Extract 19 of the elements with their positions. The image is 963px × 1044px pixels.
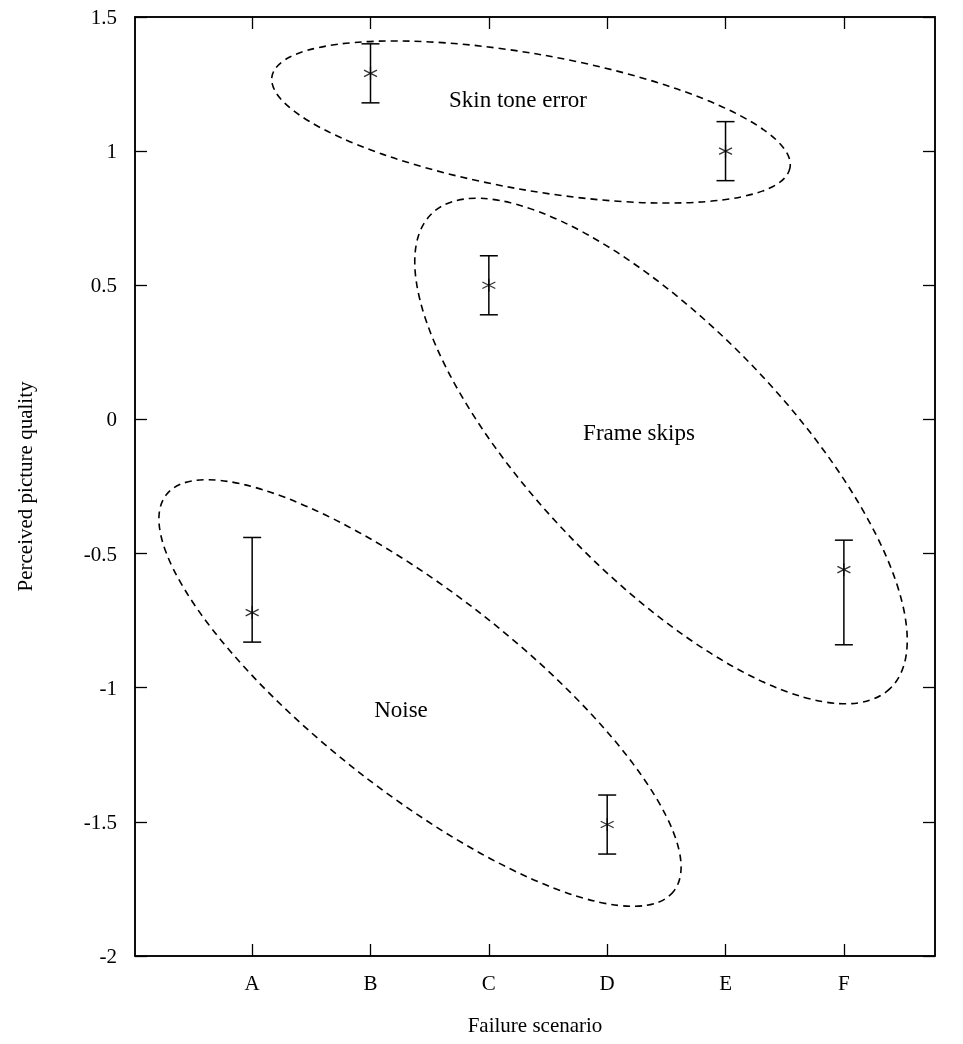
y-tick-label: -0.5 [83,541,117,566]
y-tick-label: 0 [106,407,117,432]
x-tick-label: A [244,970,261,995]
x-tick-label: E [719,970,732,995]
x-tick-label: B [363,970,378,995]
y-tick-label: -2 [99,944,117,968]
annotation: Skin tone error [449,87,588,113]
x-axis-title: Failure scenario [467,1012,603,1037]
y-tick-label: -1 [99,675,117,700]
y-tick-label: 0.5 [90,273,117,298]
x-tick-label: F [838,970,850,995]
annotation: Frame skips [583,420,695,446]
x-tick-label: D [599,970,615,995]
y-axis-title: Perceived picture quality [12,381,37,592]
y-tick-label: -1.5 [83,809,117,834]
annotation: Noise [374,697,428,723]
y-tick-label: 1.5 [90,5,117,29]
x-tick-label: C [481,970,496,995]
y-tick-label: 1 [106,139,117,164]
